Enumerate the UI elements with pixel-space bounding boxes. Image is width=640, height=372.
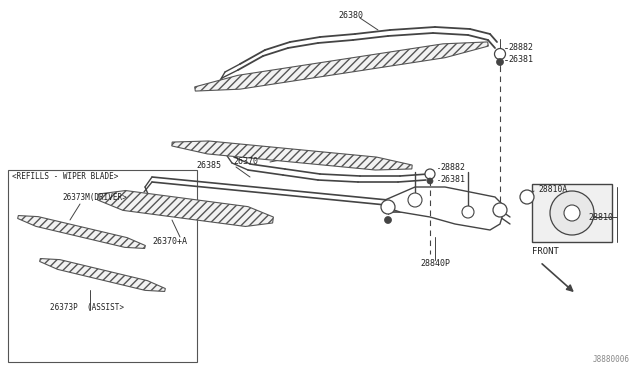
Text: 28882: 28882 [440,164,465,173]
Bar [532,184,612,242]
Circle shape [464,208,472,216]
Polygon shape [18,215,145,248]
Text: 26373P  (ASSIST>: 26373P (ASSIST> [50,303,124,312]
Polygon shape [172,141,412,170]
Text: J8880006: J8880006 [593,355,630,364]
Circle shape [408,193,422,207]
Bar [8,170,197,362]
Text: 28882: 28882 [508,44,533,52]
Circle shape [523,193,531,201]
Circle shape [411,196,419,204]
Circle shape [520,190,534,204]
Polygon shape [385,187,505,230]
Text: 28810: 28810 [588,212,613,221]
Text: 26370+A: 26370+A [152,237,187,247]
Polygon shape [40,259,165,291]
Polygon shape [98,190,273,227]
Circle shape [425,169,435,179]
Circle shape [564,205,580,221]
Text: 28810A: 28810A [538,185,567,193]
Text: <REFILLS - WIPER BLADE>: <REFILLS - WIPER BLADE> [12,172,118,181]
Text: 26385: 26385 [196,160,221,170]
Text: 28840P: 28840P [420,260,450,269]
Circle shape [493,203,507,217]
Circle shape [427,178,433,184]
Text: 26370: 26370 [233,157,258,167]
Circle shape [495,48,506,60]
Circle shape [550,191,594,235]
Text: 26373M(DRIVER>: 26373M(DRIVER> [62,193,127,202]
Text: FRONT: FRONT [532,247,559,256]
Text: 26381: 26381 [508,55,533,64]
Circle shape [385,217,392,224]
Text: 26381: 26381 [440,176,465,185]
Circle shape [462,206,474,218]
Circle shape [497,58,504,65]
Polygon shape [195,42,488,91]
Text: 26380: 26380 [338,10,363,19]
Circle shape [381,200,395,214]
